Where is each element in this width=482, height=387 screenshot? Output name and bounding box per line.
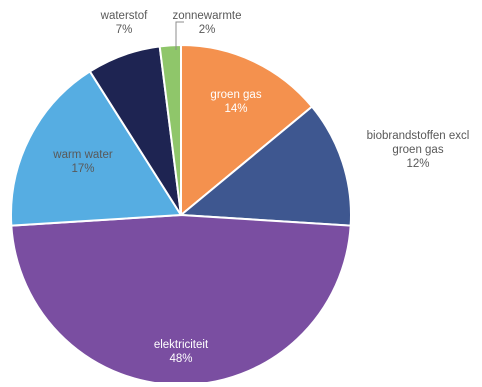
- slice-label-elektriciteit: elektriciteit: [154, 339, 209, 351]
- pie-slice-warm-water: [10, 70, 183, 227]
- pie-slice-groen-gas: [180, 43, 314, 218]
- slice-value-warm-water: 17%: [71, 163, 94, 175]
- slice-label-groen-gas: groen gas: [210, 89, 261, 101]
- pie-slices: [10, 43, 352, 387]
- pie-slice-zonnewarmte: [158, 43, 182, 216]
- pie-slice-biobrandstoffen-excl-groen-gas: [178, 105, 352, 227]
- slice-value-zonnewarmte: 2%: [199, 24, 216, 36]
- callout-line-zonnewarmte: [175, 21, 184, 50]
- slice-label-warm-water: warm water: [52, 149, 113, 161]
- pie-labels: groen gas 14% biobrandstoffen excl groen ga…: [52, 10, 469, 365]
- slice-value-biobrandstoffen-excl-groen-gas: 12%: [406, 158, 429, 170]
- slice-label-zonnewarmte: zonnewarmte: [172, 10, 241, 22]
- slice-label-biobrandstoffen-excl-groen-gas-line-1: biobrandstoffen excl: [367, 130, 470, 142]
- slice-value-waterstof: 7%: [116, 24, 133, 36]
- slice-label-biobrandstoffen-excl-groen-gas-line-2: groen gas: [392, 144, 443, 156]
- slice-label-waterstof: waterstof: [100, 10, 148, 22]
- slice-value-elektriciteit: 48%: [169, 353, 192, 365]
- slice-value-groen-gas: 14%: [224, 103, 247, 115]
